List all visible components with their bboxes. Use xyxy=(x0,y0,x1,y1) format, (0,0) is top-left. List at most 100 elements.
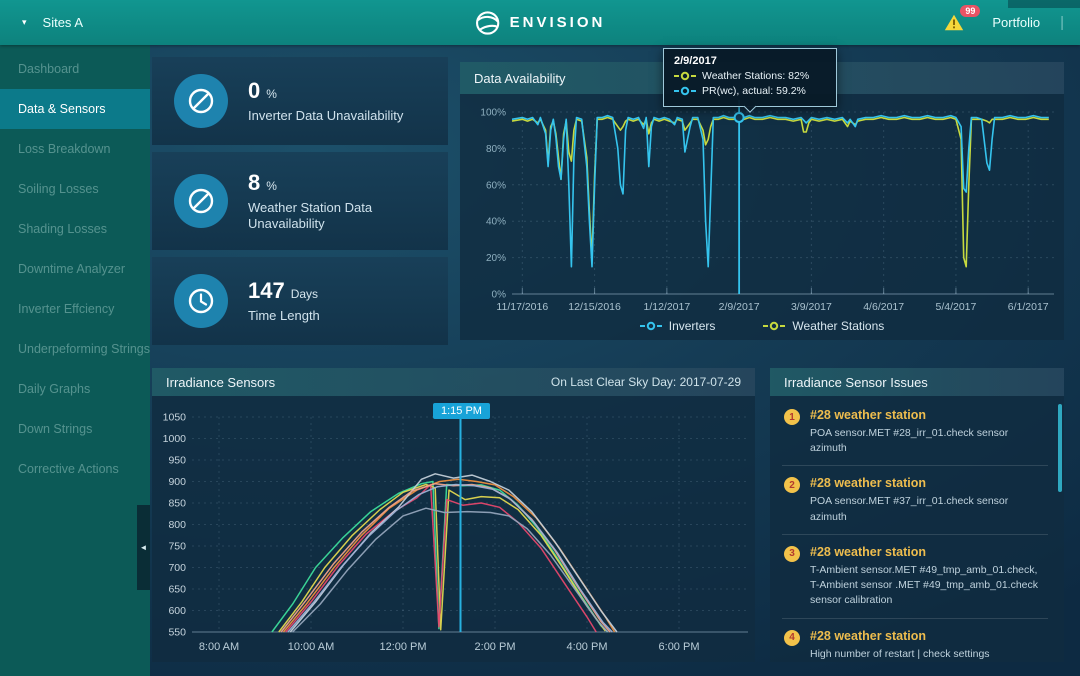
chevron-down-icon: ▾ xyxy=(22,17,27,27)
issue-title: #28 weather station xyxy=(810,544,927,559)
kpi-label: Weather Station Data Unavailability xyxy=(248,199,373,231)
legend-marker-icon xyxy=(674,86,696,96)
sidebar-item-dashboard[interactable]: Dashboard xyxy=(18,62,80,76)
sidebar-item-soiling-losses[interactable]: Soiling Losses xyxy=(18,182,99,196)
x-tick-label: 1/12/2017 xyxy=(643,301,690,313)
header-divider: | xyxy=(1060,14,1064,31)
issue-description: T-Ambient sensor.MET #49_tmp_amb_01.chec… xyxy=(810,563,1039,607)
issue-content: #28 weather station T-Ambient sensor.MET … xyxy=(810,545,1046,609)
tooltip-date: 2/9/2017 xyxy=(674,55,717,67)
issue-title: #28 weather station xyxy=(810,408,927,422)
issues-list: 1 #28 weather station POA sensor.MET #28_i… xyxy=(770,396,1064,662)
alerts-button[interactable]: 99 xyxy=(944,5,981,31)
issue-item-4[interactable]: 4 #28 weather station High number of resta… xyxy=(782,619,1048,662)
legend-marker-icon xyxy=(763,321,786,331)
legend-item-inverters[interactable]: Inverters xyxy=(639,319,715,333)
y-tick-label: 1050 xyxy=(163,412,187,424)
tooltip-rows: Weather Stations: 82% PR(wc), actual: 59.… xyxy=(674,70,826,97)
irradiance-issues-panel: Irradiance Sensor Issues 1 #28 weather st… xyxy=(770,368,1064,662)
x-tick-label: 12:00 PM xyxy=(379,641,426,653)
sidebar-item-down-strings[interactable]: Down Strings xyxy=(18,422,93,436)
issue-item-3[interactable]: 3 #28 weather station T-Ambient sensor.MET… xyxy=(782,535,1048,619)
portfolio-link[interactable]: Portfolio xyxy=(992,15,1041,30)
issue-item-2[interactable]: 2 #28 weather station POA sensor.MET #37_i… xyxy=(782,466,1048,535)
site-selector[interactable]: ▾ Sites A xyxy=(0,15,83,30)
kpi-label: Inverter Data Unavailability xyxy=(248,107,404,123)
kpi-card-inverter-unavailability: 0% Inverter Data Unavailability xyxy=(152,57,448,145)
legend-marker-icon xyxy=(639,321,662,331)
panel-subtitle: On Last Clear Sky Day: 2017-07-29 xyxy=(550,375,741,389)
issue-title: #28 weather station xyxy=(810,628,927,643)
sidebar-item-underpeforming-strings[interactable]: Underpeforming Strings xyxy=(18,342,150,356)
x-tick-label: 2/9/2017 xyxy=(719,301,760,313)
no-data-icon xyxy=(174,74,228,128)
brand: ENVISION xyxy=(475,10,606,36)
issue-content: #28 weather station POA sensor.MET #37_ir… xyxy=(810,476,1046,524)
series-sensor-4 xyxy=(285,483,597,633)
y-tick-label: 750 xyxy=(168,541,186,553)
panel-title: Irradiance Sensor Issues xyxy=(784,374,928,390)
issue-content: #28 weather station High number of restar… xyxy=(810,629,990,662)
panel-title: Data Availability xyxy=(474,70,566,86)
sidebar-item-shading-losses[interactable]: Shading Losses xyxy=(18,222,107,236)
x-tick-label: 6:00 PM xyxy=(659,641,700,653)
y-tick-label: 650 xyxy=(168,584,186,596)
sidebar-item-data-sensors[interactable]: Data & Sensors xyxy=(0,89,150,129)
warning-icon xyxy=(944,14,964,31)
panel-title: Irradiance Sensors xyxy=(166,374,276,390)
sidebar-item-corrective-actions[interactable]: Corrective Actions xyxy=(18,462,119,476)
sidebar-item-loss-breakdown[interactable]: Loss Breakdown xyxy=(18,142,111,156)
kpi-unit: % xyxy=(266,86,277,101)
x-tick-label: 4/6/2017 xyxy=(863,301,904,313)
kpi-value: 147 xyxy=(248,277,285,303)
kpi-value: 0 xyxy=(248,77,261,103)
clock-icon xyxy=(174,274,228,328)
tooltip-row-label: Weather Stations: 82% xyxy=(702,70,810,82)
x-tick-label: 6/1/2017 xyxy=(1008,301,1049,313)
tooltip-row-label: PR(wc), actual: 59.2% xyxy=(702,85,806,97)
series-sensor-6 xyxy=(292,507,609,633)
series-weather-stations xyxy=(511,116,1049,268)
site-selector-label: Sites A xyxy=(42,15,83,30)
x-tick-label: 11/17/2016 xyxy=(496,301,548,313)
scrollbar-thumb[interactable] xyxy=(1058,404,1062,492)
header-right: 99 Portfolio | xyxy=(944,5,1064,31)
y-tick-label: 100% xyxy=(480,108,506,119)
x-tick-label: 10:00 AM xyxy=(288,641,334,653)
issue-content: #28 weather station POA sensor.MET #28_ir… xyxy=(810,408,1046,456)
chart-tooltip: 2/9/2017 Weather Stations: 82% PR(wc), ac… xyxy=(663,48,837,107)
sidebar-item-inverter-effciency[interactable]: Inverter Effciency xyxy=(18,302,115,316)
sidebar-collapse-handle[interactable]: ◄ xyxy=(137,505,150,590)
irradiance-header: Irradiance Sensors On Last Clear Sky Day… xyxy=(152,368,755,396)
issue-number-badge: 3 xyxy=(784,545,800,562)
issue-description: POA sensor.MET #28_irr_01.check sensor a… xyxy=(810,427,1009,455)
series-sensor-2 xyxy=(278,483,607,633)
y-tick-label: 850 xyxy=(168,498,186,510)
y-tick-label: 600 xyxy=(168,605,186,617)
y-tick-label: 950 xyxy=(168,455,186,467)
time-cursor-tooltip: 1:15 PM xyxy=(433,403,490,419)
legend-item-weather-stations[interactable]: Weather Stations xyxy=(763,319,884,333)
kpi-card-weather-unavailability: 8% Weather Station Data Unavailability xyxy=(152,152,448,250)
window-corner-strip xyxy=(1008,0,1080,8)
kpi-unit: % xyxy=(266,178,277,193)
x-tick-label: 4:00 PM xyxy=(567,641,608,653)
sidebar-item-downtime-analyzer[interactable]: Downtime Analyzer xyxy=(18,262,125,276)
issue-item-1[interactable]: 1 #28 weather station POA sensor.MET #28_i… xyxy=(782,398,1048,467)
issue-description: High number of restart | check settings xyxy=(810,647,990,660)
cursor-marker xyxy=(733,111,745,123)
no-data-icon xyxy=(174,174,228,228)
kpi-value: 8 xyxy=(248,169,261,195)
kpi-label: Time Length xyxy=(248,307,320,323)
series-sensor-8 xyxy=(287,483,613,633)
chart-legend: Inverters Weather Stations xyxy=(460,319,1064,333)
kpi-text: 0% Inverter Data Unavailability xyxy=(248,78,415,124)
top-header: ▾ Sites A ENVISION xyxy=(0,0,1080,45)
series-inverters xyxy=(511,114,1049,268)
kpi-text: 8% Weather Station Data Unavailability xyxy=(248,170,448,233)
legend-label: Weather Stations xyxy=(792,319,885,333)
y-tick-label: 700 xyxy=(168,562,186,574)
y-tick-label: 80% xyxy=(486,144,506,155)
kpi-text: 147 Days Time Length xyxy=(248,278,332,324)
sidebar-item-daily-graphs[interactable]: Daily Graphs xyxy=(18,382,91,396)
